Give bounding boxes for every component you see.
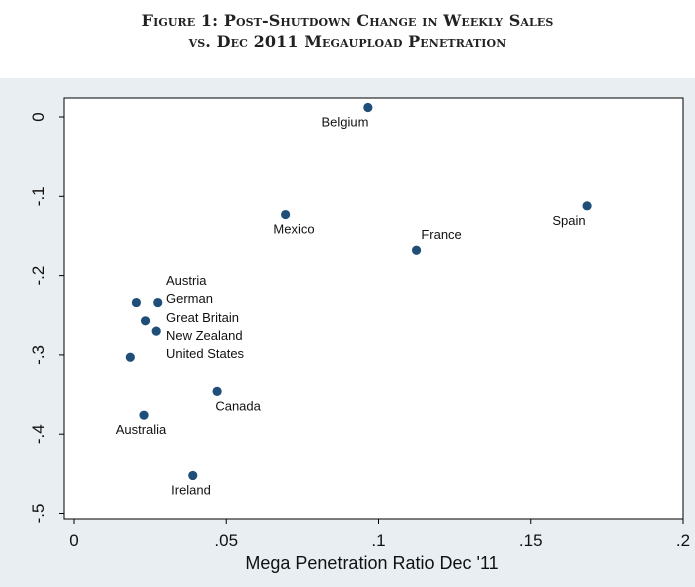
scatter-point-austria — [131, 297, 142, 308]
y-tick-label: -.1 — [29, 186, 48, 206]
point-label-france: France — [421, 227, 461, 242]
point-label-mexico: Mexico — [273, 222, 314, 237]
point-label-canada: Canada — [215, 398, 261, 413]
scatter-point-australia — [139, 410, 149, 420]
y-tick-label: -.3 — [29, 345, 48, 365]
caption-line-2: vs. Dec 2011 Megaupload Penetration — [188, 32, 507, 51]
scatter-point-ireland — [188, 470, 198, 481]
point-label-australia: Australia — [116, 422, 167, 437]
scatter-point-german — [153, 297, 163, 308]
scatter-point-canada — [212, 386, 222, 396]
axes: 0 .05 .1 .15 .2 0 -.1 -.2 -.3 -.4 -.5 — [29, 112, 690, 550]
plot-area — [63, 97, 684, 520]
y-tick-label: 0 — [29, 112, 48, 121]
point-label-austria: Austria — [166, 273, 207, 288]
y-tick-label: -.5 — [29, 504, 48, 524]
point-label-new-zealand: New Zealand — [166, 328, 243, 343]
point-label-spain: Spain — [552, 213, 585, 228]
scatter-point-mexico — [281, 209, 291, 220]
figure-caption: Figure 1: Post-Shutdown Change in Weekly… — [0, 10, 695, 52]
scatter-point-new-zealand — [151, 326, 161, 336]
x-axis-title: Mega Penetration Ratio Dec '11 — [245, 553, 498, 573]
point-label-united-states: United States — [166, 346, 245, 361]
scatter-point-united-states — [125, 352, 135, 362]
x-tick-label: 0 — [69, 531, 78, 550]
data-marks: Belgium Mexico France Spain Austria German Gre… — [116, 102, 592, 497]
x-tick-label: .15 — [519, 531, 543, 550]
caption-line-1: Figure 1: Post-Shutdown Change in Weekly… — [141, 11, 554, 30]
y-tick-label: -.4 — [29, 424, 48, 444]
point-label-belgium: Belgium — [322, 114, 369, 129]
point-label-great-britain: Great Britain — [166, 310, 239, 325]
point-label-ireland: Ireland — [171, 482, 211, 497]
x-tick-label: .05 — [214, 531, 238, 550]
x-tick-label: .1 — [371, 531, 385, 550]
scatter-point-spain — [582, 201, 592, 211]
scatter-point-great-britain — [140, 316, 151, 326]
y-tick-label: -.2 — [29, 266, 48, 286]
scatter-point-belgium — [363, 102, 373, 113]
x-tick-label: .2 — [676, 531, 690, 550]
point-label-german: German — [166, 291, 213, 306]
scatter-point-france — [411, 245, 422, 255]
